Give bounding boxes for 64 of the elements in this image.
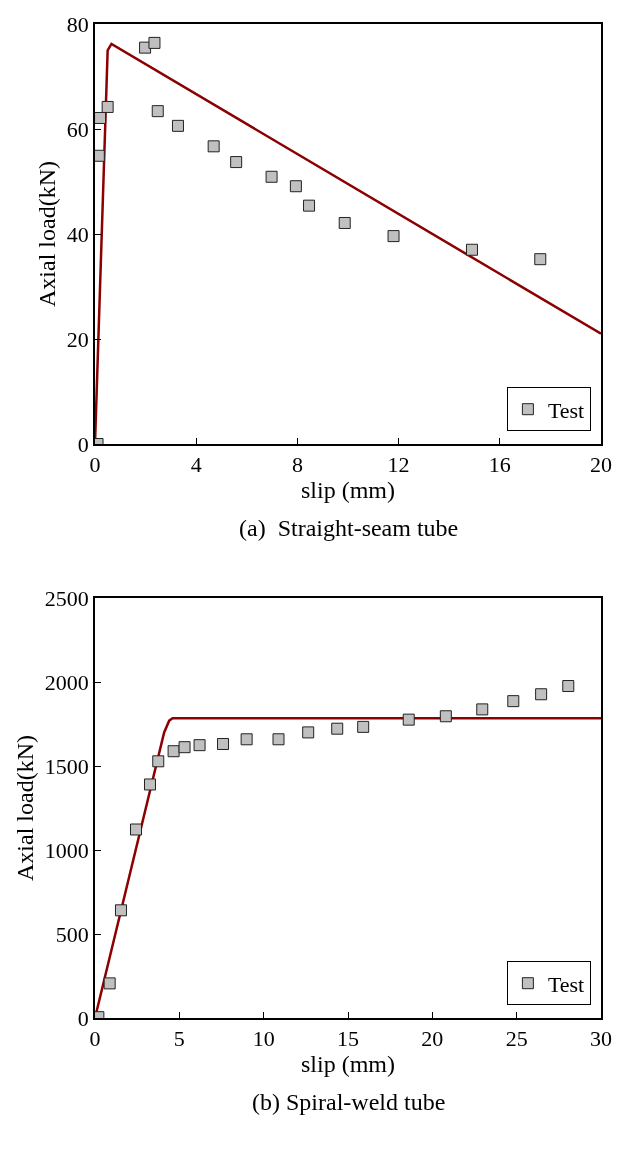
x-tick-label: 25 (505, 1026, 528, 1052)
y-tick-label: 2500 (44, 585, 89, 611)
point (289, 180, 302, 193)
text: (a) Straight-seam tube (239, 515, 459, 541)
point (272, 733, 285, 746)
point (357, 720, 370, 733)
x-tick-label: 30 (590, 1026, 612, 1052)
point (103, 977, 116, 990)
point (439, 710, 452, 723)
point (534, 253, 547, 266)
y-tick-label: 60 (66, 116, 89, 142)
y-tick-label: 80 (66, 11, 89, 37)
x-tick-label: 5 (173, 1026, 185, 1052)
point (151, 105, 164, 118)
point (207, 140, 220, 153)
point (101, 100, 114, 113)
point (230, 156, 243, 169)
y-tick-label: 0 (77, 1005, 89, 1031)
point (387, 230, 400, 243)
point (402, 713, 415, 726)
x-axis-title: slip (mm) (301, 477, 395, 504)
point (465, 243, 478, 256)
point (114, 904, 127, 917)
point (152, 755, 165, 768)
legend-label: Test (547, 397, 585, 423)
point (507, 695, 520, 708)
point (535, 688, 548, 701)
point (338, 216, 351, 229)
y-tick-label: 40 (66, 221, 89, 247)
point (302, 726, 315, 739)
point (129, 823, 142, 836)
x-tick-label: 12 (387, 452, 410, 478)
x-tick-label: 20 (421, 1026, 444, 1052)
text: (b) Spiral-weld tube (252, 1089, 446, 1115)
point (95, 111, 107, 124)
y-tick-label: 20 (66, 326, 89, 352)
point (178, 741, 191, 754)
point (476, 703, 489, 716)
x-tick-label: 15 (337, 1026, 359, 1052)
x-axis-title: slip (mm) (301, 1051, 395, 1078)
point (217, 737, 230, 750)
point (167, 745, 180, 758)
point (148, 36, 161, 49)
point (171, 119, 184, 132)
y-axis-title: Axial load(kN) (12, 735, 39, 881)
point (303, 199, 316, 212)
point (331, 722, 344, 735)
point (265, 170, 278, 183)
x-tick-label: 4 (190, 452, 202, 478)
y-tick-label: 1500 (44, 753, 89, 779)
x-tick-label: 10 (252, 1026, 275, 1052)
legend-label: Test (547, 971, 585, 997)
y-tick-label: 500 (55, 921, 89, 947)
point (143, 778, 156, 791)
y-axis-title: Axial load(kN) (34, 161, 61, 307)
y-tick-label: 2000 (44, 669, 89, 695)
y-tick-label: 0 (77, 431, 89, 457)
point (240, 733, 253, 746)
x-tick-label: 8 (291, 452, 303, 478)
x-tick-label: 20 (590, 452, 612, 478)
x-tick-label: 16 (488, 452, 511, 478)
point (562, 680, 575, 693)
y-tick-label: 1000 (44, 837, 89, 863)
point (193, 739, 206, 752)
